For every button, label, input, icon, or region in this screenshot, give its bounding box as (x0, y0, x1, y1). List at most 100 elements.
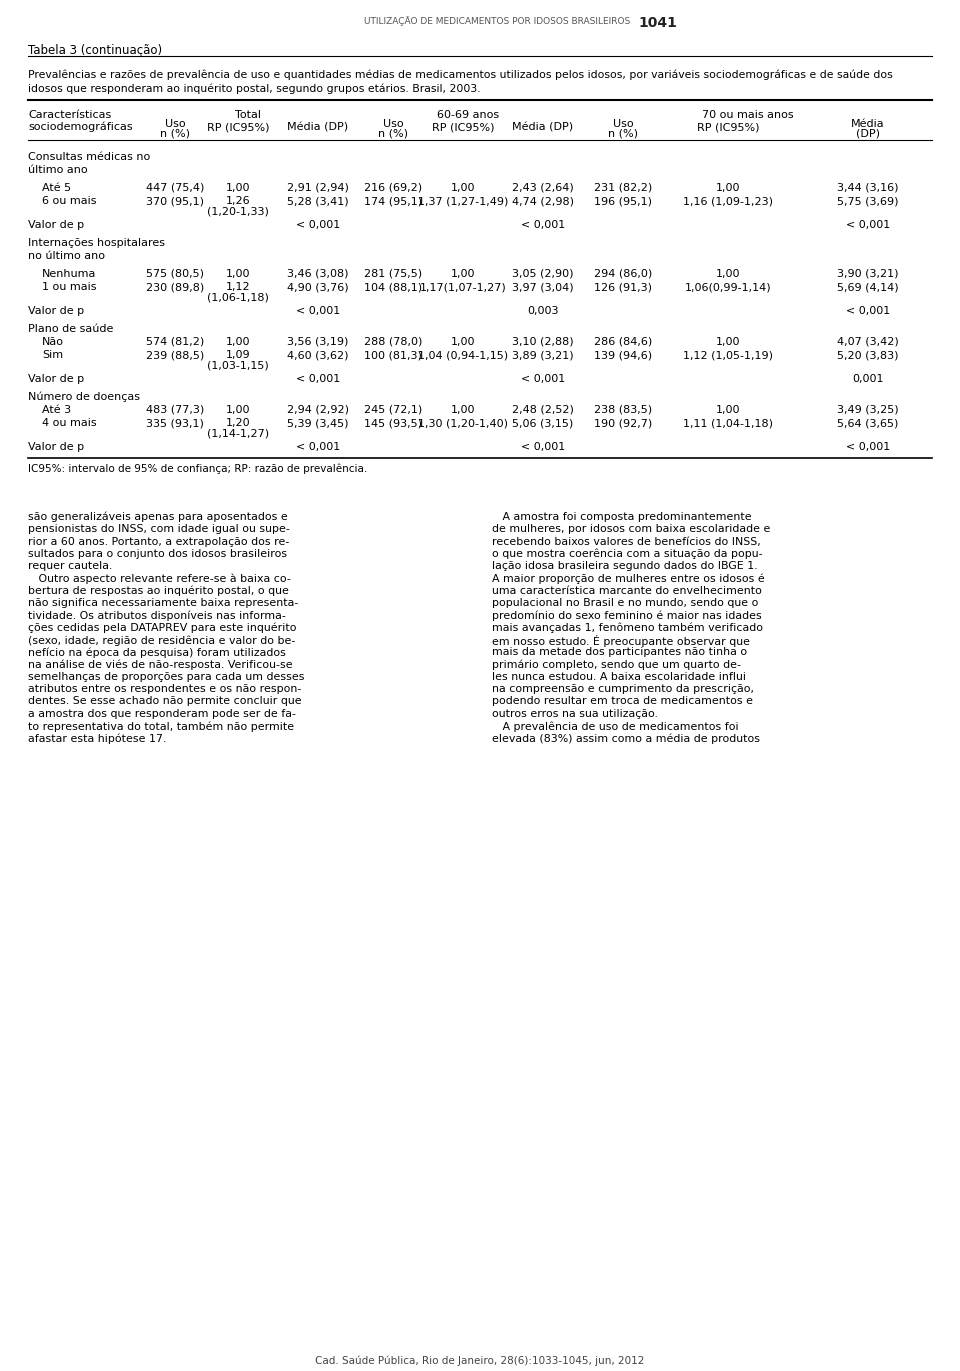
Text: afastar esta hipótese 17.: afastar esta hipótese 17. (28, 733, 166, 744)
Text: Total: Total (235, 110, 261, 121)
Text: semelhanças de proporções para cada um desses: semelhanças de proporções para cada um d… (28, 672, 304, 681)
Text: são generalizáveis apenas para aposentados e: são generalizáveis apenas para aposentad… (28, 511, 288, 522)
Text: 1,04 (0,94-1,15): 1,04 (0,94-1,15) (418, 350, 508, 361)
Text: Não: Não (42, 337, 64, 347)
Text: lação idosa brasileira segundo dados do IBGE 1.: lação idosa brasileira segundo dados do … (492, 561, 757, 572)
Text: < 0,001: < 0,001 (296, 219, 340, 230)
Text: 1,00: 1,00 (226, 404, 251, 415)
Text: idosos que responderam ao inquérito postal, segundo grupos etários. Brasil, 2003: idosos que responderam ao inquérito post… (28, 84, 481, 95)
Text: Média: Média (852, 119, 885, 129)
Text: 3,49 (3,25): 3,49 (3,25) (837, 404, 899, 415)
Text: rior a 60 anos. Portanto, a extrapolação dos re-: rior a 60 anos. Portanto, a extrapolação… (28, 536, 289, 547)
Text: 447 (75,4): 447 (75,4) (146, 182, 204, 193)
Text: RP (IC95%): RP (IC95%) (432, 122, 494, 132)
Text: 3,05 (2,90): 3,05 (2,90) (513, 269, 574, 280)
Text: 370 (95,1): 370 (95,1) (146, 196, 204, 206)
Text: nefício na época da pesquisa) foram utilizados: nefício na época da pesquisa) foram util… (28, 647, 286, 658)
Text: 0,003: 0,003 (527, 306, 559, 315)
Text: 483 (77,3): 483 (77,3) (146, 404, 204, 415)
Text: < 0,001: < 0,001 (521, 219, 565, 230)
Text: pensionistas do INSS, com idade igual ou supe-: pensionistas do INSS, com idade igual ou… (28, 524, 290, 535)
Text: de mulheres, por idosos com baixa escolaridade e: de mulheres, por idosos com baixa escola… (492, 524, 770, 535)
Text: primário completo, sendo que um quarto de-: primário completo, sendo que um quarto d… (492, 659, 741, 670)
Text: 5,20 (3,83): 5,20 (3,83) (837, 350, 899, 361)
Text: 1,00: 1,00 (716, 404, 740, 415)
Text: 2,48 (2,52): 2,48 (2,52) (512, 404, 574, 415)
Text: 1,37 (1,27-1,49): 1,37 (1,27-1,49) (418, 196, 508, 206)
Text: 174 (95,1): 174 (95,1) (364, 196, 422, 206)
Text: < 0,001: < 0,001 (846, 219, 890, 230)
Text: RP (IC95%): RP (IC95%) (697, 122, 759, 132)
Text: 1,20: 1,20 (226, 418, 251, 428)
Text: Internações hospitalares: Internações hospitalares (28, 239, 165, 248)
Text: 335 (93,1): 335 (93,1) (146, 418, 204, 428)
Text: 196 (95,1): 196 (95,1) (594, 196, 652, 206)
Text: Plano de saúde: Plano de saúde (28, 324, 113, 335)
Text: 3,44 (3,16): 3,44 (3,16) (837, 182, 899, 193)
Text: 1,00: 1,00 (226, 337, 251, 347)
Text: 4,74 (2,98): 4,74 (2,98) (512, 196, 574, 206)
Text: ções cedidas pela DATAPREV para este inquérito: ções cedidas pela DATAPREV para este inq… (28, 622, 297, 633)
Text: Uso: Uso (612, 119, 634, 129)
Text: requer cautela.: requer cautela. (28, 561, 112, 572)
Text: atributos entre os respondentes e os não respon-: atributos entre os respondentes e os não… (28, 684, 301, 694)
Text: Valor de p: Valor de p (28, 441, 84, 452)
Text: Uso: Uso (165, 119, 185, 129)
Text: 2,43 (2,64): 2,43 (2,64) (512, 182, 574, 193)
Text: 4,60 (3,62): 4,60 (3,62) (287, 350, 348, 361)
Text: Valor de p: Valor de p (28, 374, 84, 384)
Text: 574 (81,2): 574 (81,2) (146, 337, 204, 347)
Text: mais da metade dos participantes não tinha o: mais da metade dos participantes não tin… (492, 647, 747, 657)
Text: 575 (80,5): 575 (80,5) (146, 269, 204, 280)
Text: < 0,001: < 0,001 (296, 374, 340, 384)
Text: 3,46 (3,08): 3,46 (3,08) (287, 269, 348, 280)
Text: 1041: 1041 (638, 16, 677, 30)
Text: bertura de respostas ao inquérito postal, o que: bertura de respostas ao inquérito postal… (28, 585, 289, 596)
Text: 4,07 (3,42): 4,07 (3,42) (837, 337, 899, 347)
Text: Outro aspecto relevante refere-se à baixa co-: Outro aspecto relevante refere-se à baix… (28, 573, 291, 584)
Text: 294 (86,0): 294 (86,0) (594, 269, 652, 280)
Text: 3,90 (3,21): 3,90 (3,21) (837, 269, 899, 280)
Text: n (%): n (%) (608, 129, 638, 138)
Text: 70 ou mais anos: 70 ou mais anos (702, 110, 794, 121)
Text: 1,00: 1,00 (716, 337, 740, 347)
Text: podendo resultar em troca de medicamentos e: podendo resultar em troca de medicamento… (492, 696, 753, 706)
Text: a amostra dos que responderam pode ser de fa-: a amostra dos que responderam pode ser d… (28, 709, 296, 718)
Text: A prevalência de uso de medicamentos foi: A prevalência de uso de medicamentos foi (492, 721, 738, 732)
Text: 1,12 (1,05-1,19): 1,12 (1,05-1,19) (683, 350, 773, 361)
Text: 239 (88,5): 239 (88,5) (146, 350, 204, 361)
Text: 3,89 (3,21): 3,89 (3,21) (513, 350, 574, 361)
Text: 1,00: 1,00 (226, 269, 251, 280)
Text: < 0,001: < 0,001 (296, 306, 340, 315)
Text: dentes. Se esse achado não permite concluir que: dentes. Se esse achado não permite concl… (28, 696, 301, 706)
Text: Média (DP): Média (DP) (287, 122, 348, 132)
Text: Número de doenças: Número de doenças (28, 392, 140, 403)
Text: Uso: Uso (383, 119, 403, 129)
Text: 1,00: 1,00 (451, 404, 475, 415)
Text: (1,20-1,33): (1,20-1,33) (207, 207, 269, 217)
Text: Consultas médicas no: Consultas médicas no (28, 152, 151, 162)
Text: recebendo baixos valores de benefícios do INSS,: recebendo baixos valores de benefícios d… (492, 536, 760, 547)
Text: 4 ou mais: 4 ou mais (42, 418, 97, 428)
Text: 1,06(0,99-1,14): 1,06(0,99-1,14) (684, 282, 771, 292)
Text: Até 5: Até 5 (42, 182, 71, 193)
Text: n (%): n (%) (160, 129, 190, 138)
Text: mais avançadas 1, fenômeno também verificado: mais avançadas 1, fenômeno também verifi… (492, 622, 763, 633)
Text: 288 (78,0): 288 (78,0) (364, 337, 422, 347)
Text: 5,39 (3,45): 5,39 (3,45) (287, 418, 348, 428)
Text: 1,09: 1,09 (226, 350, 251, 361)
Text: Tabela 3 (continuação): Tabela 3 (continuação) (28, 44, 162, 58)
Text: n (%): n (%) (378, 129, 408, 138)
Text: IC95%: intervalo de 95% de confiança; RP: razão de prevalência.: IC95%: intervalo de 95% de confiança; RP… (28, 463, 368, 474)
Text: 1,12: 1,12 (226, 282, 251, 292)
Text: Cad. Saúde Pública, Rio de Janeiro, 28(6):1033-1045, jun, 2012: Cad. Saúde Pública, Rio de Janeiro, 28(6… (315, 1356, 645, 1367)
Text: 104 (88,1): 104 (88,1) (364, 282, 422, 292)
Text: 230 (89,8): 230 (89,8) (146, 282, 204, 292)
Text: les nunca estudou. A baixa escolaridade influi: les nunca estudou. A baixa escolaridade … (492, 672, 746, 681)
Text: 5,69 (4,14): 5,69 (4,14) (837, 282, 899, 292)
Text: 1,30 (1,20-1,40): 1,30 (1,20-1,40) (418, 418, 508, 428)
Text: Sim: Sim (42, 350, 63, 361)
Text: 1,17(1,07-1,27): 1,17(1,07-1,27) (420, 282, 506, 292)
Text: (1,14-1,27): (1,14-1,27) (207, 429, 269, 439)
Text: 2,91 (2,94): 2,91 (2,94) (287, 182, 348, 193)
